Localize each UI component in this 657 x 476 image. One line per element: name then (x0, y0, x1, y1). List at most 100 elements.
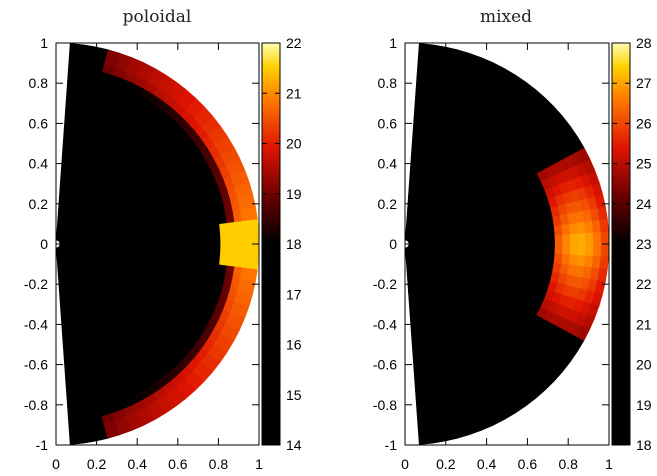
heatmap-cell (539, 243, 548, 254)
colorbar-tick-label: 18 (286, 236, 302, 252)
heatmap-cell (514, 257, 524, 267)
heatmap-cell (66, 88, 78, 98)
y-tick-label: -1 (36, 437, 49, 453)
heatmap-mixed (404, 43, 610, 445)
heatmap-cell (203, 252, 214, 264)
heatmap-cell (243, 243, 252, 257)
y-tick-label: -0.6 (373, 357, 397, 373)
colorbar-ticks-poloidal: 22 21 20 19 18 17 16 15 14 (262, 35, 302, 453)
heatmap-cell (120, 243, 130, 249)
heatmap-cell (568, 253, 579, 266)
heatmap-cell (546, 243, 556, 254)
heatmap-cell (63, 360, 74, 370)
heatmap-cell (430, 44, 445, 55)
heatmap-cell (235, 232, 245, 245)
heatmap-cell (546, 225, 556, 236)
y-ticks-mixed: 1 0.8 0.6 0.4 0.2 0 -0.2 -0.4 -0.6 -0.8 -1 (373, 35, 609, 453)
heatmap-cell (196, 252, 206, 263)
heatmap-cell (181, 235, 191, 245)
heatmap-cell (62, 133, 72, 143)
x-tick-label: 1 (605, 456, 613, 472)
heatmap-cell (128, 238, 137, 245)
heatmap-cell (65, 103, 76, 113)
heatmap-cell (562, 233, 571, 245)
y-tick-label: 0.4 (29, 156, 49, 172)
heatmap-cell (203, 224, 214, 236)
colorbar-tick-label: 27 (636, 75, 652, 91)
heatmap-cell (576, 254, 586, 267)
heatmap-cell (67, 73, 80, 83)
heatmap-cell (413, 118, 423, 128)
heatmap-cell (63, 118, 74, 128)
heatmap-cell (508, 236, 518, 245)
y-tick-label: 0.8 (29, 75, 49, 91)
heatmap-cell (158, 250, 168, 259)
y-tick-label: 0.8 (378, 75, 398, 91)
y-tick-label: 0 (40, 236, 48, 252)
heatmap-cell (59, 179, 65, 188)
x-tick-label: 0.6 (168, 456, 188, 472)
heatmap-cell (416, 405, 429, 415)
heatmap-cell (597, 267, 608, 282)
heatmap-cell (418, 43, 433, 53)
heatmap-cell (62, 141, 70, 151)
heatmap-cell (516, 243, 525, 252)
panel-mixed: mixed 1 0.8 0.6 0.4 0.2 0 -0.2 -0.4 -0.6 -0.8 -1 0… (373, 7, 652, 472)
heatmap-cell (507, 250, 517, 259)
heatmap-cell (65, 96, 77, 106)
heatmap-cell (63, 126, 73, 136)
heatmap-cell (59, 186, 64, 196)
heatmap-cell (67, 412, 81, 423)
heatmap-cell (553, 224, 563, 236)
x-tick-label: 0.6 (518, 456, 538, 472)
heatmap-cell (584, 254, 594, 268)
y-tick-label: 0.6 (378, 115, 398, 131)
heatmap-cell (120, 247, 130, 254)
heatmap-cell (247, 267, 258, 282)
heatmap-cell (150, 249, 160, 258)
heatmap-cell (68, 420, 82, 430)
heatmap-cell (408, 179, 414, 188)
heatmap-cell (439, 243, 448, 247)
colorbar-tick-label: 14 (286, 437, 302, 453)
heatmap-cell (470, 243, 479, 249)
heatmap-cell (128, 248, 137, 255)
heatmap-cell (515, 228, 525, 238)
heatmap-cell (159, 236, 168, 245)
y-tick-label: 1 (40, 35, 48, 51)
heatmap-cell (61, 148, 69, 158)
heatmap-cell (409, 171, 416, 181)
heatmap-cell (409, 164, 417, 173)
heatmap-cell (235, 243, 245, 256)
heatmap-cell (408, 186, 413, 196)
y-tick-label: 1 (389, 35, 397, 51)
heatmap-cell (165, 250, 175, 260)
colorbar-tick-label: 22 (636, 276, 652, 292)
heatmap-cell (413, 111, 424, 121)
x-tick-label: 0.4 (127, 456, 147, 472)
heatmap-cell (166, 243, 176, 252)
heatmap-cell (68, 58, 82, 68)
heatmap-cell (500, 243, 510, 251)
heatmap-cell (411, 133, 421, 143)
heatmap-cell (249, 255, 259, 270)
heatmap-cell (415, 390, 427, 400)
heatmap-cell (64, 111, 75, 121)
heatmap-cell (220, 243, 229, 255)
heatmap-cell (523, 251, 533, 260)
heatmap-cell (113, 243, 122, 249)
heatmap-cell (181, 243, 191, 253)
heatmap-cell (105, 243, 114, 248)
heatmap-cell (227, 243, 237, 256)
heatmap-cell (220, 233, 229, 245)
heatmap-cell (413, 360, 423, 370)
colorbar-tick-label: 28 (636, 35, 652, 51)
heatmap-cell (135, 248, 145, 256)
heatmap-cell (415, 88, 427, 98)
y-tick-label: -0.8 (24, 397, 48, 413)
heatmap-cell (516, 236, 525, 245)
heatmap-cell (81, 433, 96, 444)
heatmap-cell (546, 252, 556, 263)
heatmap-cell (531, 243, 541, 253)
heatmap-cell (561, 223, 571, 235)
